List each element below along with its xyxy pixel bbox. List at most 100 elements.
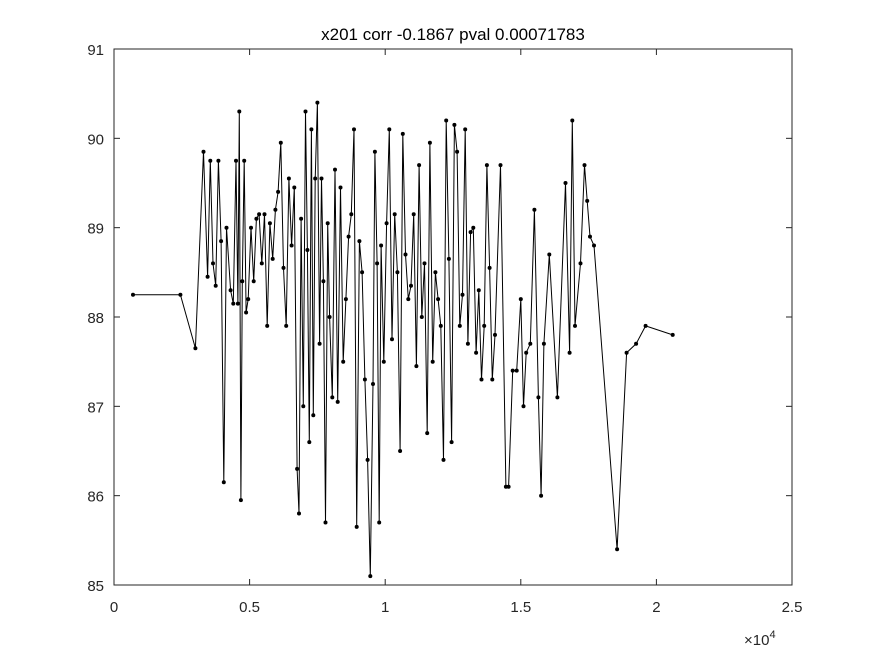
data-point	[259, 261, 264, 266]
data-point	[541, 341, 546, 346]
data-point	[521, 404, 526, 409]
data-point	[323, 520, 328, 525]
data-point	[406, 297, 411, 302]
data-point	[301, 404, 306, 409]
data-point	[493, 332, 497, 337]
x-tick-label: 0	[110, 599, 118, 616]
y-tick-label: 85	[87, 578, 104, 595]
data-point	[224, 225, 229, 230]
data-point	[427, 140, 432, 145]
data-point	[249, 225, 253, 230]
data-point	[390, 337, 394, 342]
x-tick-label: 0.5	[239, 599, 260, 616]
data-point	[490, 377, 495, 382]
x-tick-label: 1.5	[510, 599, 531, 616]
data-point	[436, 297, 441, 302]
data-point	[349, 212, 354, 217]
data-point	[327, 315, 332, 319]
data-point	[303, 109, 308, 114]
data-point	[400, 131, 405, 136]
data-point	[360, 270, 365, 275]
data-point	[335, 399, 340, 404]
data-point	[352, 127, 356, 132]
data-point	[278, 140, 283, 145]
data-point	[219, 239, 224, 244]
data-point	[319, 176, 324, 181]
data-point	[231, 301, 236, 306]
data-point	[585, 198, 590, 203]
data-point	[567, 350, 572, 355]
data-point	[201, 149, 206, 154]
data-point	[262, 212, 267, 217]
data-point	[267, 221, 272, 226]
data-point	[281, 265, 286, 270]
data-point	[634, 341, 639, 346]
data-point	[311, 413, 316, 418]
data-point	[441, 457, 446, 462]
data-point	[452, 122, 457, 127]
data-point	[357, 239, 362, 244]
data-point	[297, 511, 301, 516]
data-point	[471, 225, 476, 230]
data-point	[286, 176, 291, 181]
data-point	[338, 185, 343, 190]
data-point	[377, 520, 382, 525]
data-point	[438, 323, 443, 328]
data-point	[455, 149, 460, 154]
data-point	[510, 368, 515, 373]
data-point	[238, 498, 243, 503]
data-point	[354, 524, 359, 529]
data-point	[514, 368, 519, 373]
data-point	[395, 270, 400, 275]
data-point	[444, 118, 449, 123]
data-point	[392, 212, 397, 217]
data-point	[643, 323, 648, 328]
data-point	[299, 216, 304, 221]
data-point	[346, 234, 351, 239]
data-point	[528, 341, 533, 346]
data-point	[582, 163, 587, 168]
data-point	[246, 297, 251, 302]
x-axis-exponent: ×104	[744, 629, 776, 649]
data-point	[254, 216, 259, 221]
data-point	[524, 350, 529, 355]
data-point	[463, 127, 468, 132]
data-point	[460, 292, 465, 297]
data-point	[211, 261, 215, 266]
data-point	[615, 547, 620, 552]
data-point	[265, 323, 270, 328]
data-point	[240, 279, 245, 284]
data-point	[518, 297, 523, 302]
data-point	[422, 261, 427, 266]
data-point	[292, 185, 297, 190]
data-point	[371, 382, 375, 386]
data-point	[457, 323, 462, 328]
data-point	[368, 574, 373, 579]
data-point	[506, 484, 511, 489]
y-tick-label: 87	[87, 399, 104, 416]
y-axis-tick-labels: 85 86 87 88 89 90 91	[87, 42, 104, 595]
data-point	[343, 297, 348, 302]
data-point	[484, 163, 489, 168]
data-point	[273, 207, 278, 212]
data-point	[325, 221, 330, 226]
data-point	[588, 234, 592, 239]
y-tick-label: 89	[87, 221, 104, 238]
data-point	[387, 127, 392, 132]
data-point	[276, 189, 281, 194]
chart-title: x201 corr -0.1867 pval 0.00071783	[321, 25, 585, 44]
series-markers	[131, 100, 675, 579]
data-point	[414, 364, 419, 369]
data-point	[592, 243, 596, 248]
data-point	[237, 109, 242, 114]
data-point	[425, 431, 430, 436]
data-point	[321, 279, 326, 284]
data-point	[178, 292, 183, 297]
x-tick-label: 2	[652, 599, 660, 616]
data-point	[578, 261, 583, 266]
data-point	[624, 350, 629, 355]
data-point	[307, 440, 312, 445]
data-point	[375, 261, 380, 266]
data-point	[670, 332, 675, 337]
